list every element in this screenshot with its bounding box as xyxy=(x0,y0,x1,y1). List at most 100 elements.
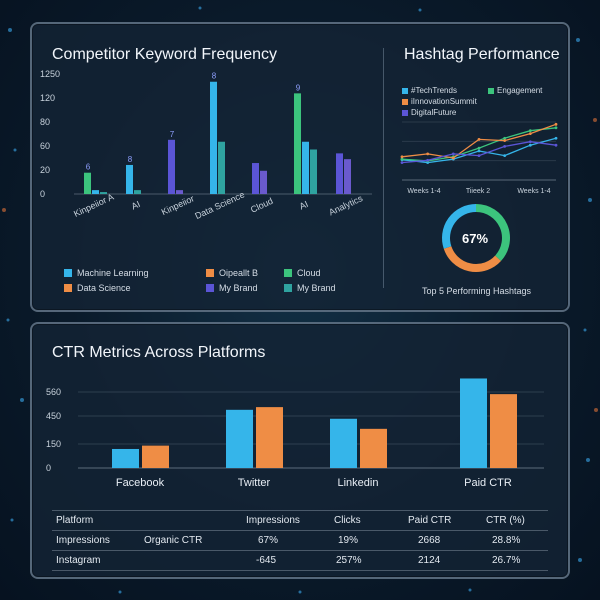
data-point xyxy=(528,132,532,135)
ctr-metrics-panel: CTR Metrics Across Platforms 560 450 150 0 F… xyxy=(30,322,570,579)
panel-divider xyxy=(383,48,384,288)
data-point xyxy=(400,157,404,161)
legend-label: Data Science xyxy=(77,283,131,293)
data-point xyxy=(477,138,481,141)
bar xyxy=(490,394,517,468)
data-label: 9 xyxy=(296,83,301,92)
x-tick-label: Weeks 1-4 xyxy=(517,188,550,195)
table-header-row: Platform Impressions Clicks Paid CTR CTR… xyxy=(52,510,548,531)
data-point xyxy=(400,155,404,159)
legend-swatch xyxy=(284,269,292,277)
bar xyxy=(360,428,387,468)
bar xyxy=(302,141,309,194)
bar xyxy=(226,409,253,468)
bar xyxy=(344,159,351,194)
legend-item: Machine Learning xyxy=(64,268,149,278)
y-tick-label: 560 xyxy=(46,387,61,397)
x-tick-label: Kinpeiior A xyxy=(72,192,115,219)
legend-label: Engagement xyxy=(497,86,543,95)
x-tick-label: Cloud xyxy=(249,196,275,215)
x-tick-label: Twitter xyxy=(238,477,271,489)
table-cell: -645 xyxy=(256,555,277,566)
legend-swatch xyxy=(402,87,408,94)
legend-item: DigitalFuture xyxy=(402,108,456,117)
legend-swatch xyxy=(206,269,214,277)
hashtag-legend: #TechTrends Engagement iInnovationSummit… xyxy=(402,86,562,120)
x-tick-label: AI xyxy=(130,199,142,212)
bar xyxy=(336,153,343,194)
data-point xyxy=(503,154,507,158)
bar xyxy=(112,448,139,468)
data-point xyxy=(554,126,558,130)
legend-swatch xyxy=(488,87,494,94)
data-point xyxy=(554,143,558,147)
table-cell: 28.8% xyxy=(492,535,521,546)
bar xyxy=(294,93,301,194)
keyword-chart-title: Competitor Keyword Frequency xyxy=(52,46,277,63)
table-header-cell: Platform xyxy=(56,515,94,526)
table-row: Instagram -645 257% 2124 26.7% xyxy=(52,551,548,571)
y-tick-label: 120 xyxy=(40,93,55,103)
y-tick-label: 0 xyxy=(46,463,51,473)
legend-swatch xyxy=(64,269,72,277)
legend-item: iInnovationSummit xyxy=(402,97,477,106)
data-point xyxy=(554,136,558,140)
table-cell: 19% xyxy=(338,535,359,546)
table-header-cell: CTR (%) xyxy=(486,515,525,526)
y-tick-label: 150 xyxy=(46,439,61,449)
x-tick-label: Linkedin xyxy=(338,477,379,489)
table-header-cell: Clicks xyxy=(334,515,361,526)
data-label: 8 xyxy=(128,155,133,164)
data-point xyxy=(451,152,455,156)
legend-item: Oipeallt B xyxy=(206,268,258,278)
legend-item: Engagement xyxy=(488,86,542,95)
ctr-chart-title: CTR Metrics Across Platforms xyxy=(52,344,266,361)
data-point xyxy=(528,140,532,144)
legend-label: My Brand xyxy=(297,283,336,293)
y-tick-label: 0 xyxy=(40,189,45,199)
donut-slice xyxy=(442,204,477,249)
x-tick-label: Paid CTR xyxy=(464,477,512,489)
bar xyxy=(92,190,99,194)
data-point xyxy=(426,152,430,156)
bar xyxy=(460,378,487,468)
legend-item: Data Science xyxy=(64,283,131,293)
bar xyxy=(210,81,217,194)
table-cell: Impressions xyxy=(56,535,110,546)
legend-item: Cloud xyxy=(284,268,321,278)
legend-item: My Brand xyxy=(284,283,336,293)
bar xyxy=(168,139,175,194)
data-label: 8 xyxy=(212,72,217,81)
bar xyxy=(176,190,183,194)
legend-swatch xyxy=(402,109,408,116)
data-point xyxy=(528,143,532,147)
x-tick-label: Tiieek 2 xyxy=(466,188,490,195)
data-point xyxy=(503,136,507,140)
data-point xyxy=(528,129,532,133)
hashtag-line-chart: Weeks 1-4 Tiieek 2 Weeks 1-4 xyxy=(400,121,558,195)
bar xyxy=(142,445,169,468)
donut-slice xyxy=(475,204,510,262)
y-tick-label: 60 xyxy=(40,141,50,151)
legend-label: #TechTrends xyxy=(411,86,457,95)
bar xyxy=(252,163,259,194)
table-header-cell: Paid CTR xyxy=(408,515,452,526)
bar xyxy=(126,164,133,194)
table-cell: 26.7% xyxy=(492,555,521,566)
table-cell: Organic CTR xyxy=(144,535,203,546)
table-cell: 2668 xyxy=(418,535,441,546)
legend-swatch xyxy=(206,284,214,292)
x-tick-label: AI xyxy=(298,199,310,212)
x-tick-label: Kinpeiior xyxy=(160,193,196,217)
legend-swatch xyxy=(284,284,292,292)
hashtag-chart-title: Hashtag Performance xyxy=(404,46,560,63)
data-point xyxy=(477,149,481,153)
legend-swatch xyxy=(64,284,72,292)
x-tick-label: Facebook xyxy=(116,477,165,489)
bar xyxy=(330,418,357,468)
table-cell: 257% xyxy=(336,555,362,566)
ctr-bar-chart: 560 450 150 0 Facebook Twitter Linkedin Paid CT… xyxy=(46,378,544,489)
table-row: Impressions Organic CTR 67% 19% 2668 28.… xyxy=(52,531,548,551)
bar xyxy=(260,170,267,194)
donut-caption: Top 5 Performing Hashtags xyxy=(422,286,532,296)
